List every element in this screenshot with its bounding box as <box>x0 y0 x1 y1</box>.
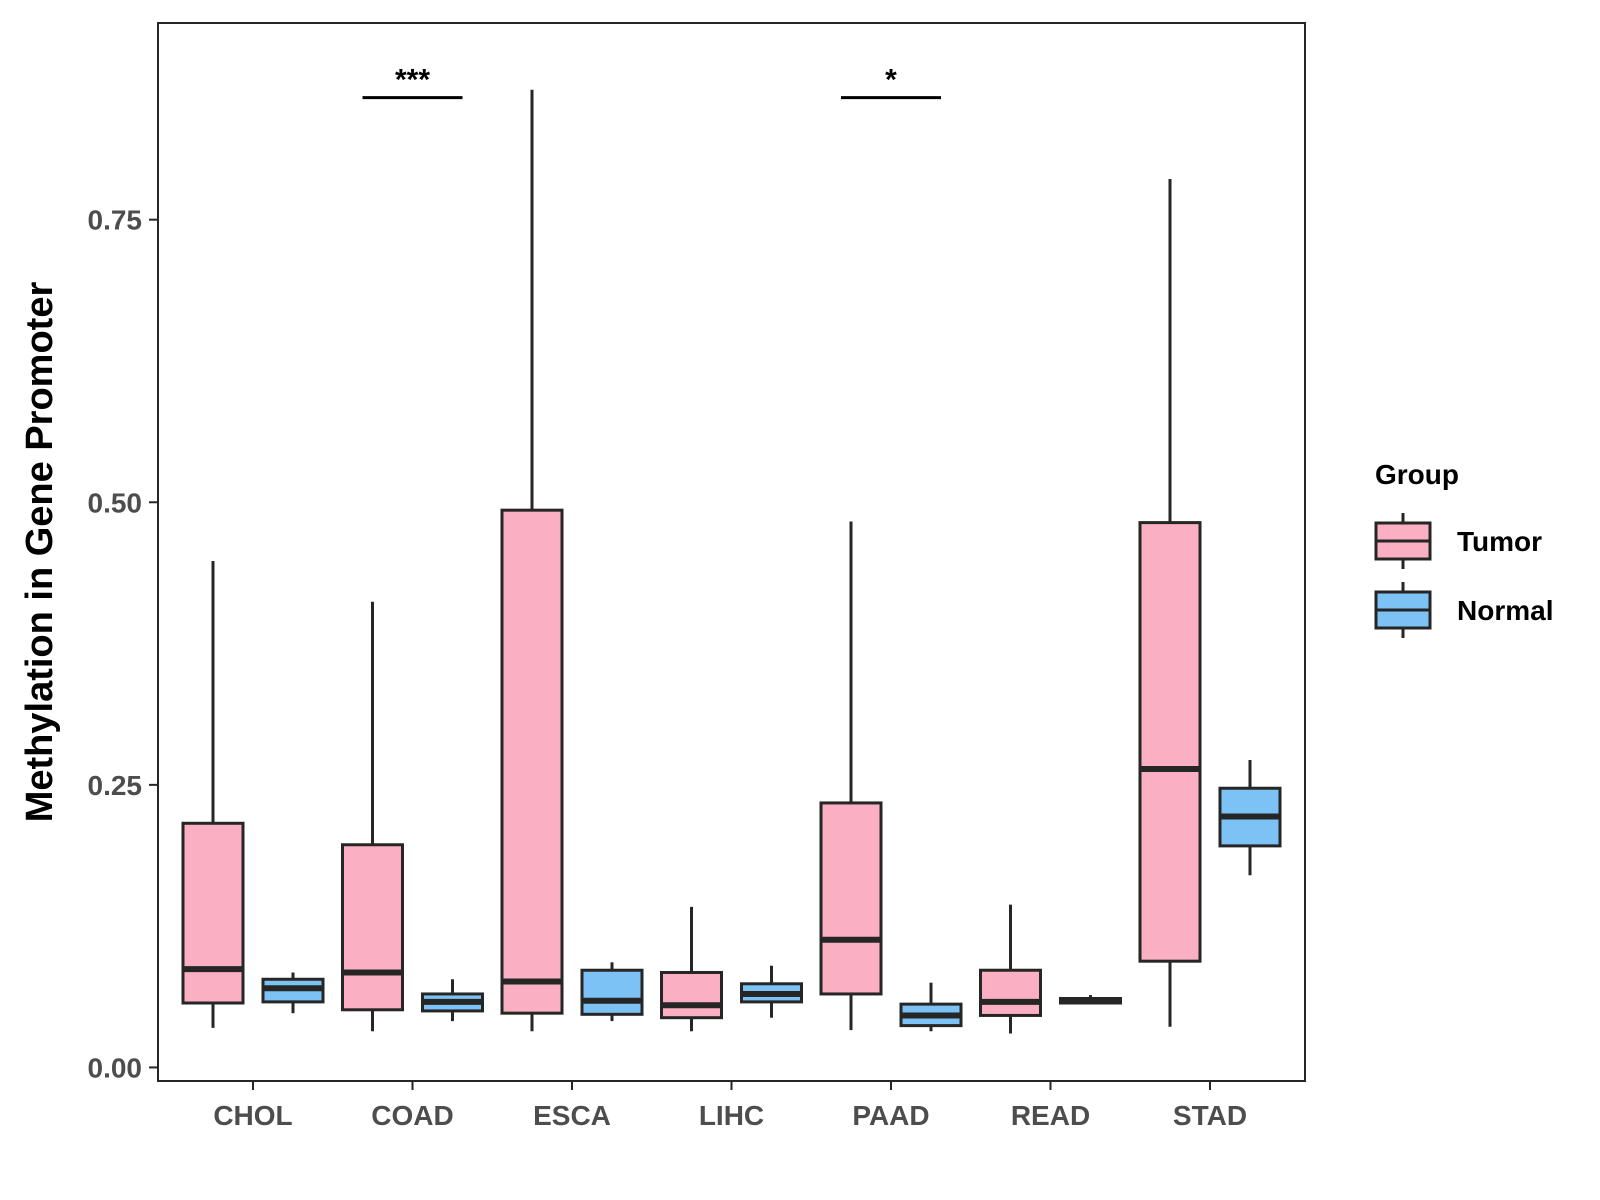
box-normal-esca <box>580 962 644 1022</box>
legend-title: Group <box>1375 459 1459 490</box>
box-tumor-chol <box>181 561 245 1028</box>
legend-key-normal <box>1374 582 1432 638</box>
box-tumor-stad <box>1138 178 1202 1027</box>
significance-label: * <box>885 64 897 97</box>
y-tick-label: 0.00 <box>88 1052 143 1083</box>
significance-annotations: *** * <box>362 64 941 100</box>
x-tick-label: STAD <box>1173 1100 1247 1131</box>
box-normal-coad <box>421 979 484 1022</box>
box-tumor-paad <box>819 521 883 1031</box>
box-normal-stad <box>1218 759 1282 876</box>
significance-label: *** <box>395 64 430 97</box>
legend-label-tumor: Tumor <box>1457 526 1542 557</box>
boxes-layer <box>181 89 1282 1034</box>
legend: Group Tumor Normal <box>1374 459 1553 638</box>
box-iqr <box>181 821 245 1005</box>
box-normal-paad <box>899 982 963 1032</box>
box-iqr <box>819 801 883 996</box>
box-iqr <box>660 970 723 1020</box>
y-axis-title: Methylation in Gene Promoter <box>19 282 61 823</box>
box-iqr <box>580 968 644 1016</box>
box-normal-chol <box>261 972 325 1014</box>
box-normal-read <box>1059 995 1122 1005</box>
y-tick-label: 0.50 <box>88 487 143 518</box>
box-iqr <box>500 508 564 1015</box>
y-axis: 0.00 0.25 0.50 0.75 <box>88 205 158 1083</box>
box-iqr <box>979 968 1042 1017</box>
plot-panel <box>157 22 1306 1082</box>
box-tumor-read <box>979 904 1042 1034</box>
x-tick-label: LIHC <box>699 1100 764 1131</box>
x-tick-label: ESCA <box>533 1100 611 1131</box>
legend-label-normal: Normal <box>1457 595 1553 626</box>
box-tumor-coad <box>341 601 404 1032</box>
x-axis: CHOL COAD ESCA LIHC PAAD READ STAD <box>213 1081 1247 1131</box>
y-tick-label: 0.75 <box>88 205 143 236</box>
x-tick-label: READ <box>1011 1100 1090 1131</box>
box-tumor-esca <box>500 89 564 1032</box>
x-tick-label: PAAD <box>852 1100 929 1131</box>
box-normal-lihc <box>740 965 803 1018</box>
box-iqr <box>341 843 404 1012</box>
x-tick-label: COAD <box>371 1100 453 1131</box>
x-tick-label: CHOL <box>213 1100 292 1131</box>
legend-key-tumor <box>1374 513 1432 569</box>
box-iqr <box>1138 521 1202 963</box>
y-tick-label: 0.25 <box>88 770 143 801</box>
box-tumor-lihc <box>660 906 723 1032</box>
